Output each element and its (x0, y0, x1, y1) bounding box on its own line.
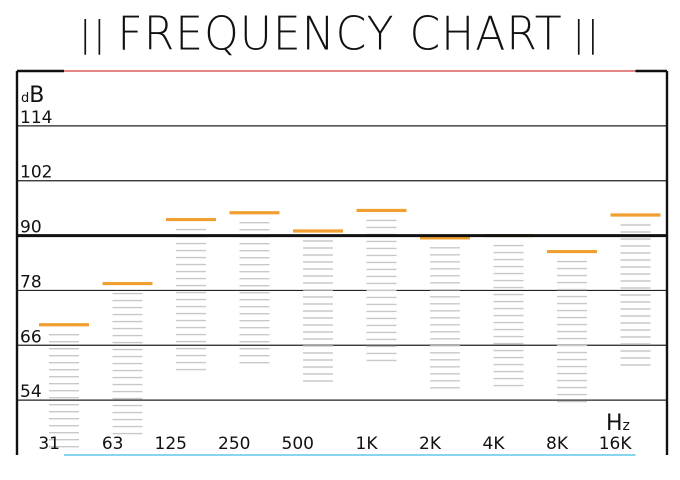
x-tick-label: 31 (38, 434, 60, 454)
x-tick-label: 250 (218, 434, 250, 454)
x-tick-label: 500 (282, 434, 314, 454)
x-tick-label: 4K (483, 434, 506, 454)
chart-frame (15, 69, 669, 456)
y-tick-label: 90 (20, 218, 42, 238)
title-bars-right: || (572, 13, 601, 55)
x-tick-label: 125 (155, 434, 187, 454)
x-tick-label: 16K (599, 434, 633, 454)
x-axis-unit: Hz (606, 411, 630, 436)
x-tick-label: 8K (546, 434, 569, 454)
y-tick-label: 114 (20, 108, 52, 128)
x-tick-label: 2K (419, 434, 442, 454)
y-tick-label: 66 (20, 327, 42, 347)
chart-title: || FREQUENCY CHART || (0, 2, 680, 66)
y-tick-label: 102 (20, 163, 52, 183)
y-tick-label: 54 (20, 382, 42, 402)
y-tick-label: 78 (20, 272, 42, 292)
axis-labels: 114 102 90 78 66 54 dB Hz 31 63 125 250 500 1K 2K 4K 8K 1… (20, 83, 632, 454)
y-axis-unit: dB (21, 83, 44, 108)
x-tick-label: 63 (102, 434, 124, 454)
title-bars-left: || (79, 13, 108, 55)
chart-title-text: FREQUENCY CHART (117, 7, 563, 61)
x-tick-label: 1K (356, 434, 379, 454)
frequency-columns (39, 71, 661, 455)
